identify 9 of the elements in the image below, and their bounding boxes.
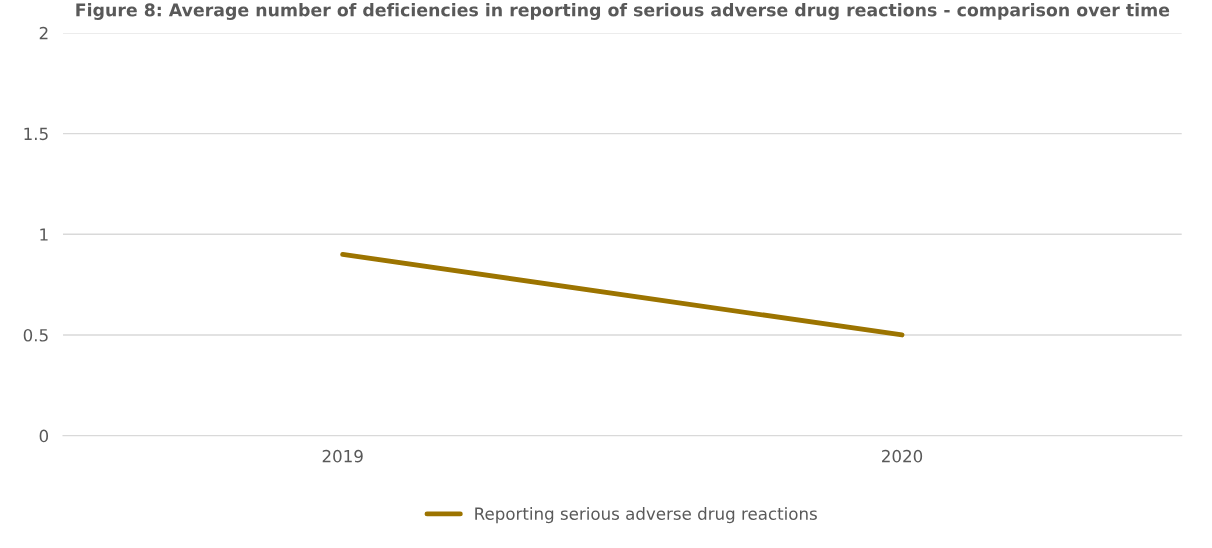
y-tick-label: 0 bbox=[39, 429, 49, 443]
y-tick-label: 1 bbox=[40, 228, 48, 241]
y-tick-label: 1.5 bbox=[24, 127, 48, 141]
x-tick-label: 2020 bbox=[882, 449, 923, 463]
legend-label: Reporting serious adverse drug reactions bbox=[475, 507, 817, 524]
x-tick-label: 2019 bbox=[322, 449, 363, 463]
chart-title: Figure 8: Average number of deficiencies in reporting of serious adverse drug reactions - comparison over time bbox=[76, 3, 1170, 20]
y-tick-label: 0.5 bbox=[23, 328, 48, 342]
y-tick-label: 2 bbox=[39, 26, 48, 40]
